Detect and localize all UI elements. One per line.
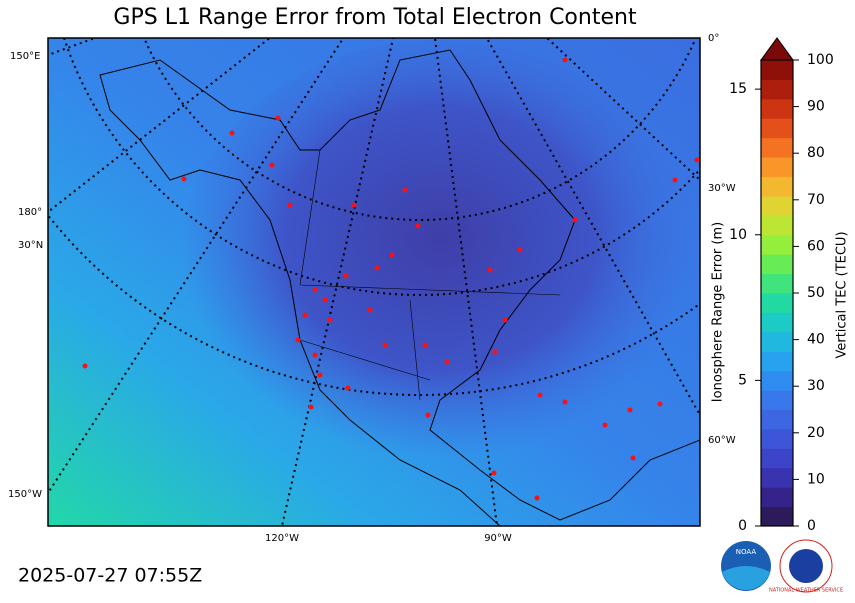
colorbar-extend: [760, 37, 794, 61]
graticule: [48, 38, 700, 526]
colorbar-band: [761, 79, 793, 100]
colorbar-band: [761, 370, 793, 391]
right-tick-label: 40: [807, 332, 825, 348]
graticule-label: 120°W: [265, 533, 299, 544]
left-tick-label: 0: [738, 518, 747, 534]
graticule-label: 0°: [708, 33, 719, 44]
colorbar-band: [761, 254, 793, 275]
colorbar-band: [761, 390, 793, 410]
borders: [299, 149, 561, 401]
colorbar-band: [761, 234, 793, 255]
colorbar-band: [761, 137, 793, 158]
colorbar-band: [761, 351, 793, 372]
noaa-logo: NOAA: [721, 541, 771, 591]
map-frame: [47, 37, 701, 527]
left-tick-label: 15: [729, 81, 747, 97]
colorbar-band: [761, 195, 793, 216]
graticule-label: 30°N: [18, 240, 43, 251]
map: [48, 38, 700, 526]
nws-text: NATIONAL WEATHER SERVICE: [769, 588, 843, 594]
tec-field: [180, 40, 700, 480]
right-tick-label: 10: [807, 471, 825, 487]
graticule-label: 150°W: [8, 489, 42, 500]
colorbar-band: [761, 428, 793, 449]
right-tick-label: 90: [807, 99, 825, 115]
graticule-label: 30°W: [708, 183, 736, 194]
right-tick-label: 60: [807, 238, 825, 254]
timestamp: 2025-07-27 07:55Z: [18, 565, 202, 587]
stations: [82, 57, 700, 501]
colorbar-band: [761, 118, 793, 139]
left-axis-label: Ionosphere Range Error (m): [711, 222, 726, 402]
right-tick-label: 100: [807, 52, 834, 68]
right-tick-label: 30: [807, 378, 825, 394]
colorbar-band: [761, 98, 793, 119]
colorbar-band: [761, 331, 793, 352]
colorbar-band: [761, 506, 793, 527]
right-tick-label: 80: [807, 145, 825, 161]
left-tick-label: 10: [729, 227, 747, 243]
right-tick-label: 70: [807, 192, 825, 208]
colorbar-band: [761, 409, 793, 430]
colorbar-band: [761, 273, 793, 294]
graticule-label: 60°W: [708, 435, 736, 446]
graticule-label: 90°W: [484, 533, 512, 544]
colorbar-band: [761, 60, 793, 80]
colorbar-band: [761, 293, 793, 313]
right-tick-label: 50: [807, 285, 825, 301]
graticule-label: 150°E: [10, 51, 40, 62]
title: GPS L1 Range Error from Total Electron C…: [113, 5, 637, 30]
noaa-text: NOAA: [736, 548, 757, 556]
right-axis-label: Vertical TEC (TECU): [835, 231, 850, 358]
colorbar-band: [761, 487, 793, 508]
colorbar-band: [761, 215, 793, 236]
colorbar-band: [761, 157, 793, 177]
left-tick-label: 5: [738, 372, 747, 388]
coastline: [99, 49, 700, 526]
graticule-label: 180°: [18, 207, 42, 218]
colorbar-band: [761, 176, 793, 197]
right-tick-label: 20: [807, 425, 825, 441]
nws-logo: NATIONAL WEATHER SERVICE: [769, 539, 843, 594]
colorbar-band: [761, 467, 793, 488]
colorbar-band: [761, 312, 793, 333]
colorbar-band: [761, 448, 793, 469]
colorbar-frame: [760, 59, 794, 527]
right-tick-label: 0: [807, 518, 816, 534]
